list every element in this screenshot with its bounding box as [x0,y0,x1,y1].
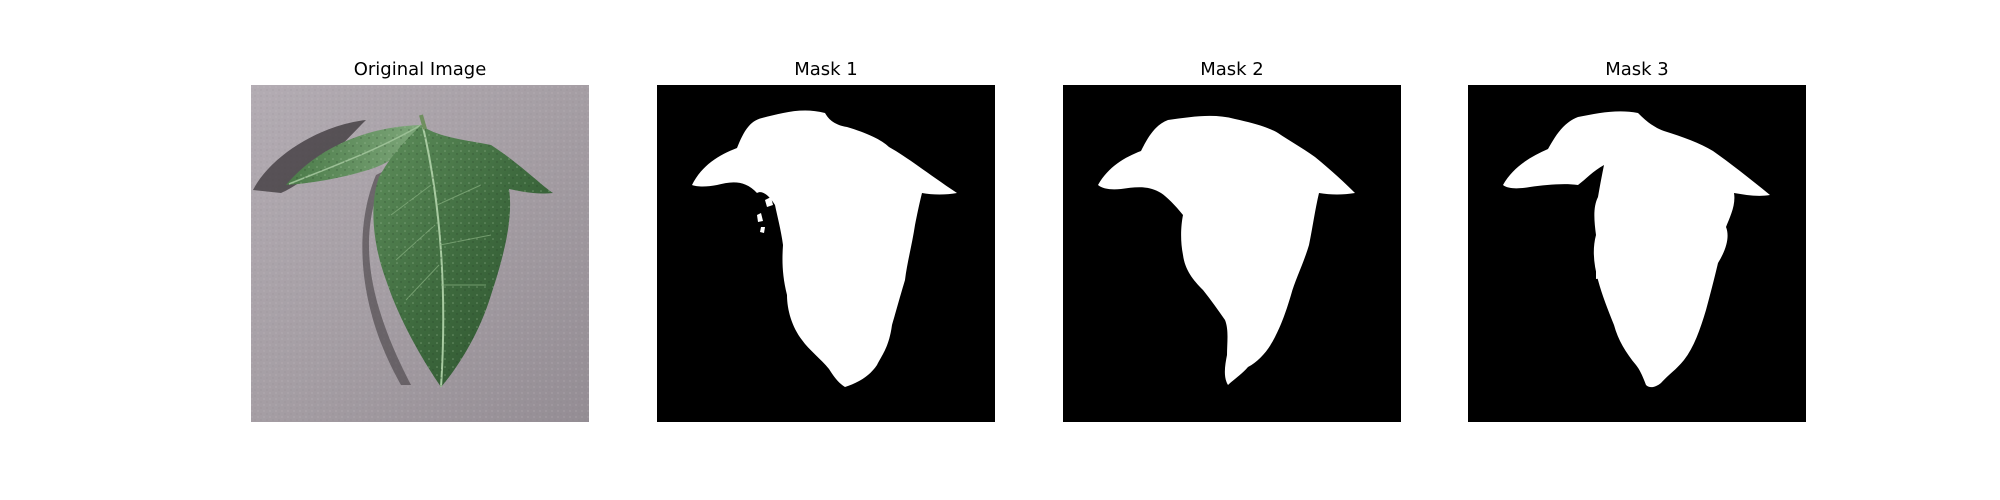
mask-1-image [657,85,995,422]
leaf-left-leaflet [286,125,421,185]
panel-mask-2: Mask 2 [1063,0,1401,500]
panel-title: Mask 3 [1605,59,1669,80]
panel-title: Mask 1 [794,59,858,80]
panel-title: Original Image [353,59,487,80]
leaf-stem [419,114,427,130]
mask-1-region [692,110,957,387]
leaf-main-blade [373,125,553,387]
mask-2-image [1063,85,1401,422]
panel-title: Mask 2 [1200,59,1264,80]
leaf-shadow [253,120,366,193]
mask-3-image [1468,85,1806,422]
panel-mask-3: Mask 3 [1468,0,1806,500]
panel-original-image: Original Image [251,0,589,500]
mask-3-region [1503,111,1770,388]
mask-2-region [1098,115,1355,385]
original-leaf-photo [251,85,589,422]
leaf-shadow [362,170,411,385]
panel-mask-1: Mask 1 [657,0,995,500]
